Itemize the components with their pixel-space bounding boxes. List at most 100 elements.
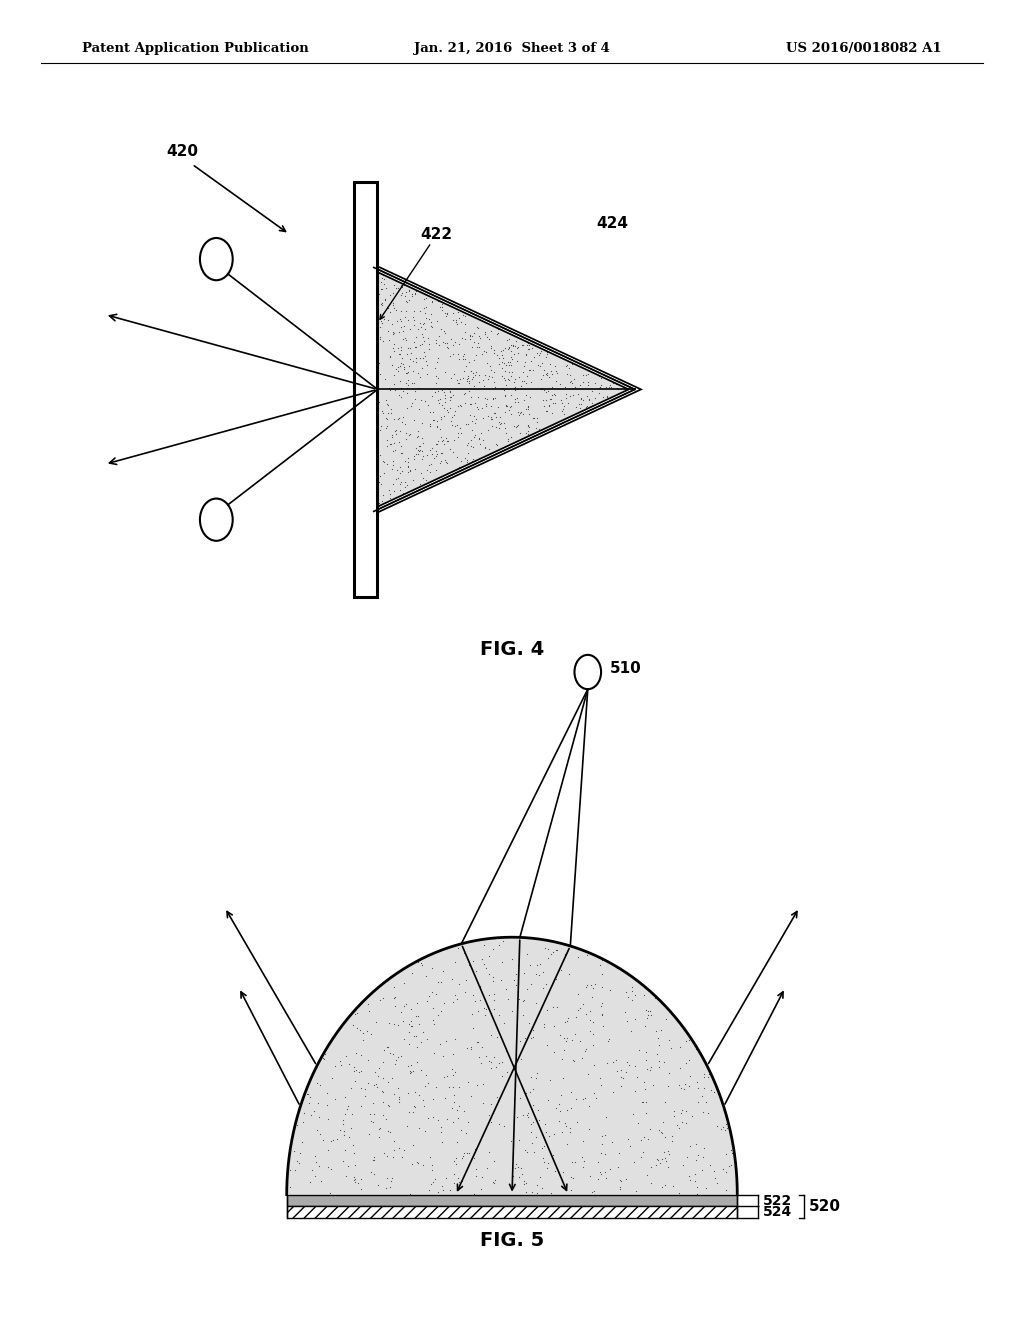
Point (395, 483, 412, 504)
Point (519, 331, 536, 352)
Point (518, 366, 535, 387)
Point (561, 364, 578, 385)
Point (456, 360, 472, 381)
Point (373, 310, 389, 331)
Point (311, 1155, 328, 1176)
Point (397, 372, 414, 393)
Point (374, 293, 390, 314)
Point (429, 351, 445, 372)
Point (421, 986, 437, 1007)
Point (385, 1044, 401, 1065)
Point (389, 312, 406, 333)
Point (459, 434, 475, 455)
Point (374, 491, 390, 512)
Point (628, 1180, 644, 1201)
Point (369, 309, 385, 330)
Point (468, 408, 484, 429)
Point (483, 396, 500, 417)
Point (621, 1053, 637, 1074)
Point (372, 466, 388, 487)
Point (552, 1101, 568, 1122)
Point (462, 329, 478, 350)
Point (503, 426, 519, 447)
Point (459, 1038, 475, 1059)
Point (437, 428, 454, 449)
Point (392, 317, 409, 338)
Point (549, 363, 565, 384)
Point (403, 999, 420, 1020)
Point (445, 364, 462, 385)
Text: Jan. 21, 2016  Sheet 3 of 4: Jan. 21, 2016 Sheet 3 of 4 (414, 42, 610, 55)
Point (465, 367, 481, 388)
Point (689, 1176, 706, 1197)
Point (572, 388, 589, 409)
Point (451, 302, 467, 323)
Point (421, 334, 437, 355)
Point (403, 1015, 420, 1036)
Point (346, 1167, 362, 1188)
Point (411, 1152, 427, 1173)
Point (398, 1115, 415, 1137)
Point (513, 401, 529, 422)
Point (520, 335, 537, 356)
Point (470, 450, 486, 471)
Text: FIG. 5: FIG. 5 (480, 1232, 544, 1250)
Point (642, 1056, 658, 1077)
Point (382, 346, 398, 367)
Point (416, 330, 432, 351)
Text: US 2016/0018082 A1: US 2016/0018082 A1 (786, 42, 942, 55)
Point (484, 408, 501, 429)
Point (520, 399, 537, 420)
Point (534, 378, 550, 399)
Point (569, 983, 586, 1005)
Point (391, 479, 408, 500)
Point (486, 403, 503, 424)
Point (498, 395, 514, 416)
Point (437, 1088, 454, 1109)
Point (308, 1119, 325, 1140)
Point (430, 389, 446, 411)
Point (351, 1061, 368, 1082)
Point (556, 1027, 572, 1048)
Point (409, 1151, 425, 1172)
Point (579, 358, 595, 379)
Point (445, 343, 462, 364)
Point (503, 354, 519, 375)
Point (480, 368, 497, 389)
Point (506, 343, 522, 364)
Point (541, 1126, 557, 1147)
Point (470, 317, 486, 338)
Point (466, 450, 482, 471)
Point (653, 1123, 670, 1144)
Point (518, 979, 535, 1001)
Point (721, 1155, 737, 1176)
Point (375, 1052, 391, 1073)
Point (434, 961, 451, 982)
Point (438, 1168, 455, 1189)
Point (457, 383, 473, 404)
Point (392, 471, 409, 492)
Point (578, 1038, 594, 1059)
Point (434, 1176, 451, 1197)
Point (514, 991, 530, 1012)
Point (450, 372, 466, 393)
Point (390, 432, 407, 453)
Point (290, 1114, 306, 1135)
Point (529, 1100, 546, 1121)
Point (439, 939, 456, 960)
Point (462, 326, 478, 347)
Point (389, 1045, 406, 1067)
Point (563, 1166, 580, 1187)
Point (642, 1001, 658, 1022)
Point (390, 321, 407, 342)
Point (379, 395, 395, 416)
Point (440, 337, 457, 358)
Point (428, 441, 444, 462)
Point (591, 366, 607, 387)
Point (465, 436, 481, 457)
Point (371, 471, 387, 492)
Point (430, 1181, 446, 1203)
Point (430, 347, 446, 368)
Point (413, 1059, 429, 1080)
Point (502, 396, 518, 417)
